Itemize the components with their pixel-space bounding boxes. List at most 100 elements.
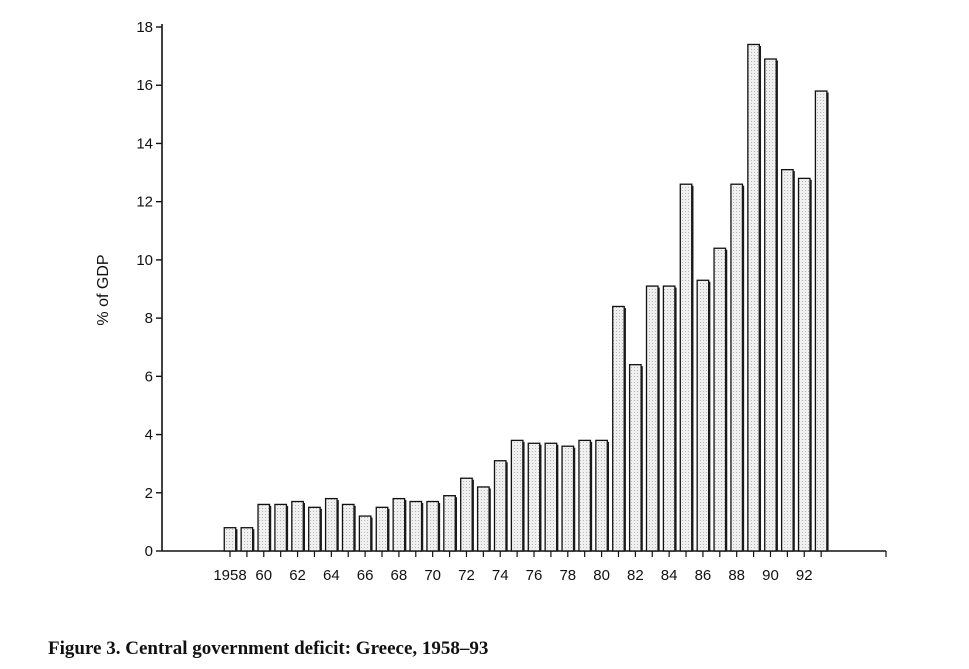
bar-1972	[460, 477, 474, 552]
bar-shadow	[471, 479, 474, 551]
bar-shadow	[336, 500, 339, 551]
x-tick-label: 88	[728, 567, 745, 584]
bar-body	[780, 168, 794, 552]
bar-shadow	[269, 505, 272, 551]
bar-body	[257, 503, 271, 552]
bar-body	[662, 285, 676, 552]
bar-1964	[324, 497, 339, 552]
y-tick-label: 16	[136, 77, 153, 94]
bar-1989	[747, 43, 762, 552]
bar-body	[814, 90, 828, 552]
bar-body	[578, 439, 592, 552]
bar-shadow	[691, 185, 694, 551]
bar-1966	[358, 515, 373, 552]
bar-shadow	[454, 497, 458, 551]
bar-1990	[764, 58, 778, 552]
bar-body	[341, 503, 355, 552]
bar-1968	[392, 497, 407, 552]
bar-1961	[274, 503, 289, 552]
bar-shadow	[826, 92, 829, 552]
bar-body	[612, 305, 625, 552]
bar-1983	[645, 285, 660, 552]
bar-shadow	[775, 60, 778, 552]
bar-shadow	[792, 171, 795, 551]
bar-body	[358, 515, 372, 552]
bar-body	[764, 58, 777, 552]
bar-shadow	[640, 366, 643, 551]
bar-1985	[679, 183, 694, 552]
bar-shadow	[623, 307, 626, 551]
bar-shadow	[404, 500, 407, 551]
bar-1981	[612, 305, 626, 552]
y-tick-label: 10	[136, 252, 153, 269]
bar-body	[713, 247, 727, 552]
bar-shadow	[809, 179, 812, 551]
bar-1967	[375, 506, 390, 552]
x-axis: 1958 60 62 64 66 68 70 72 74 76 78 80 82 84 86 88 90 92	[162, 550, 887, 584]
x-tick-label: 62	[289, 567, 306, 584]
x-tick-label: 92	[796, 567, 813, 584]
y-tick-label: 14	[136, 135, 153, 152]
y-tick-label: 8	[145, 310, 153, 327]
bar-1962	[291, 500, 306, 552]
bar-body	[544, 442, 558, 552]
bar-1979	[578, 439, 593, 552]
bar-body	[240, 527, 254, 552]
bar-1960	[257, 503, 272, 552]
bar-shadow	[302, 503, 306, 551]
bar-1986	[696, 279, 711, 552]
bar-shadow	[674, 287, 677, 551]
bar-shadow	[437, 503, 441, 551]
bar-body	[628, 364, 642, 552]
bar-1992	[797, 177, 812, 552]
bar-1977	[544, 442, 559, 552]
bar-body	[561, 445, 575, 552]
x-tick-label: 64	[323, 567, 340, 584]
bar-1969	[409, 500, 424, 552]
y-tick-label: 18	[136, 19, 153, 36]
bar-shadow	[370, 517, 373, 551]
bar-shadow	[353, 505, 356, 551]
y-tick-label: 0	[145, 543, 153, 560]
bar-body	[274, 503, 288, 552]
x-tick-label: 90	[762, 567, 779, 584]
bar-body	[443, 495, 456, 552]
bar-1980	[595, 439, 610, 552]
bar-1978	[561, 445, 576, 552]
bar-shadow	[319, 508, 322, 551]
bar-1988	[730, 183, 745, 552]
y-axis: 0 2 4 6 8 10 12 14 16 18	[136, 19, 163, 560]
bar-body	[797, 177, 811, 552]
bar-shadow	[539, 444, 542, 551]
bar-1984	[662, 285, 677, 552]
bar-body	[460, 477, 473, 552]
bar-1974	[493, 460, 508, 552]
bar-shadow	[741, 185, 745, 551]
x-tick-label: 68	[391, 567, 408, 584]
bar-shadow	[606, 441, 610, 551]
x-tick-label: 1958	[213, 567, 246, 584]
x-tick-label: 74	[492, 567, 509, 584]
bar-shadow	[505, 462, 508, 551]
bar-1970	[426, 500, 441, 552]
bar-1958	[223, 527, 238, 552]
bar-1993	[814, 90, 829, 552]
bar-body	[493, 460, 507, 552]
x-tick-label: 66	[357, 567, 374, 584]
bar-shadow	[708, 281, 711, 551]
bar-1982	[628, 364, 643, 552]
x-tick-label: 60	[255, 567, 272, 584]
bar-shadow	[522, 441, 525, 551]
figure-caption-text: Central government deficit: Greece, 1958…	[125, 638, 489, 659]
y-axis-title: % of GDP	[95, 254, 112, 325]
x-tick-label: 82	[627, 567, 644, 584]
bar-shadow	[589, 441, 593, 551]
x-tick-label: 72	[458, 567, 475, 584]
bar-body	[409, 500, 423, 552]
bar-body	[324, 497, 338, 552]
bar-shadow	[235, 529, 238, 551]
bar-1965	[341, 503, 356, 552]
figure-label: Figure 3.	[48, 638, 121, 659]
bars	[223, 43, 829, 552]
bar-body	[595, 439, 608, 552]
